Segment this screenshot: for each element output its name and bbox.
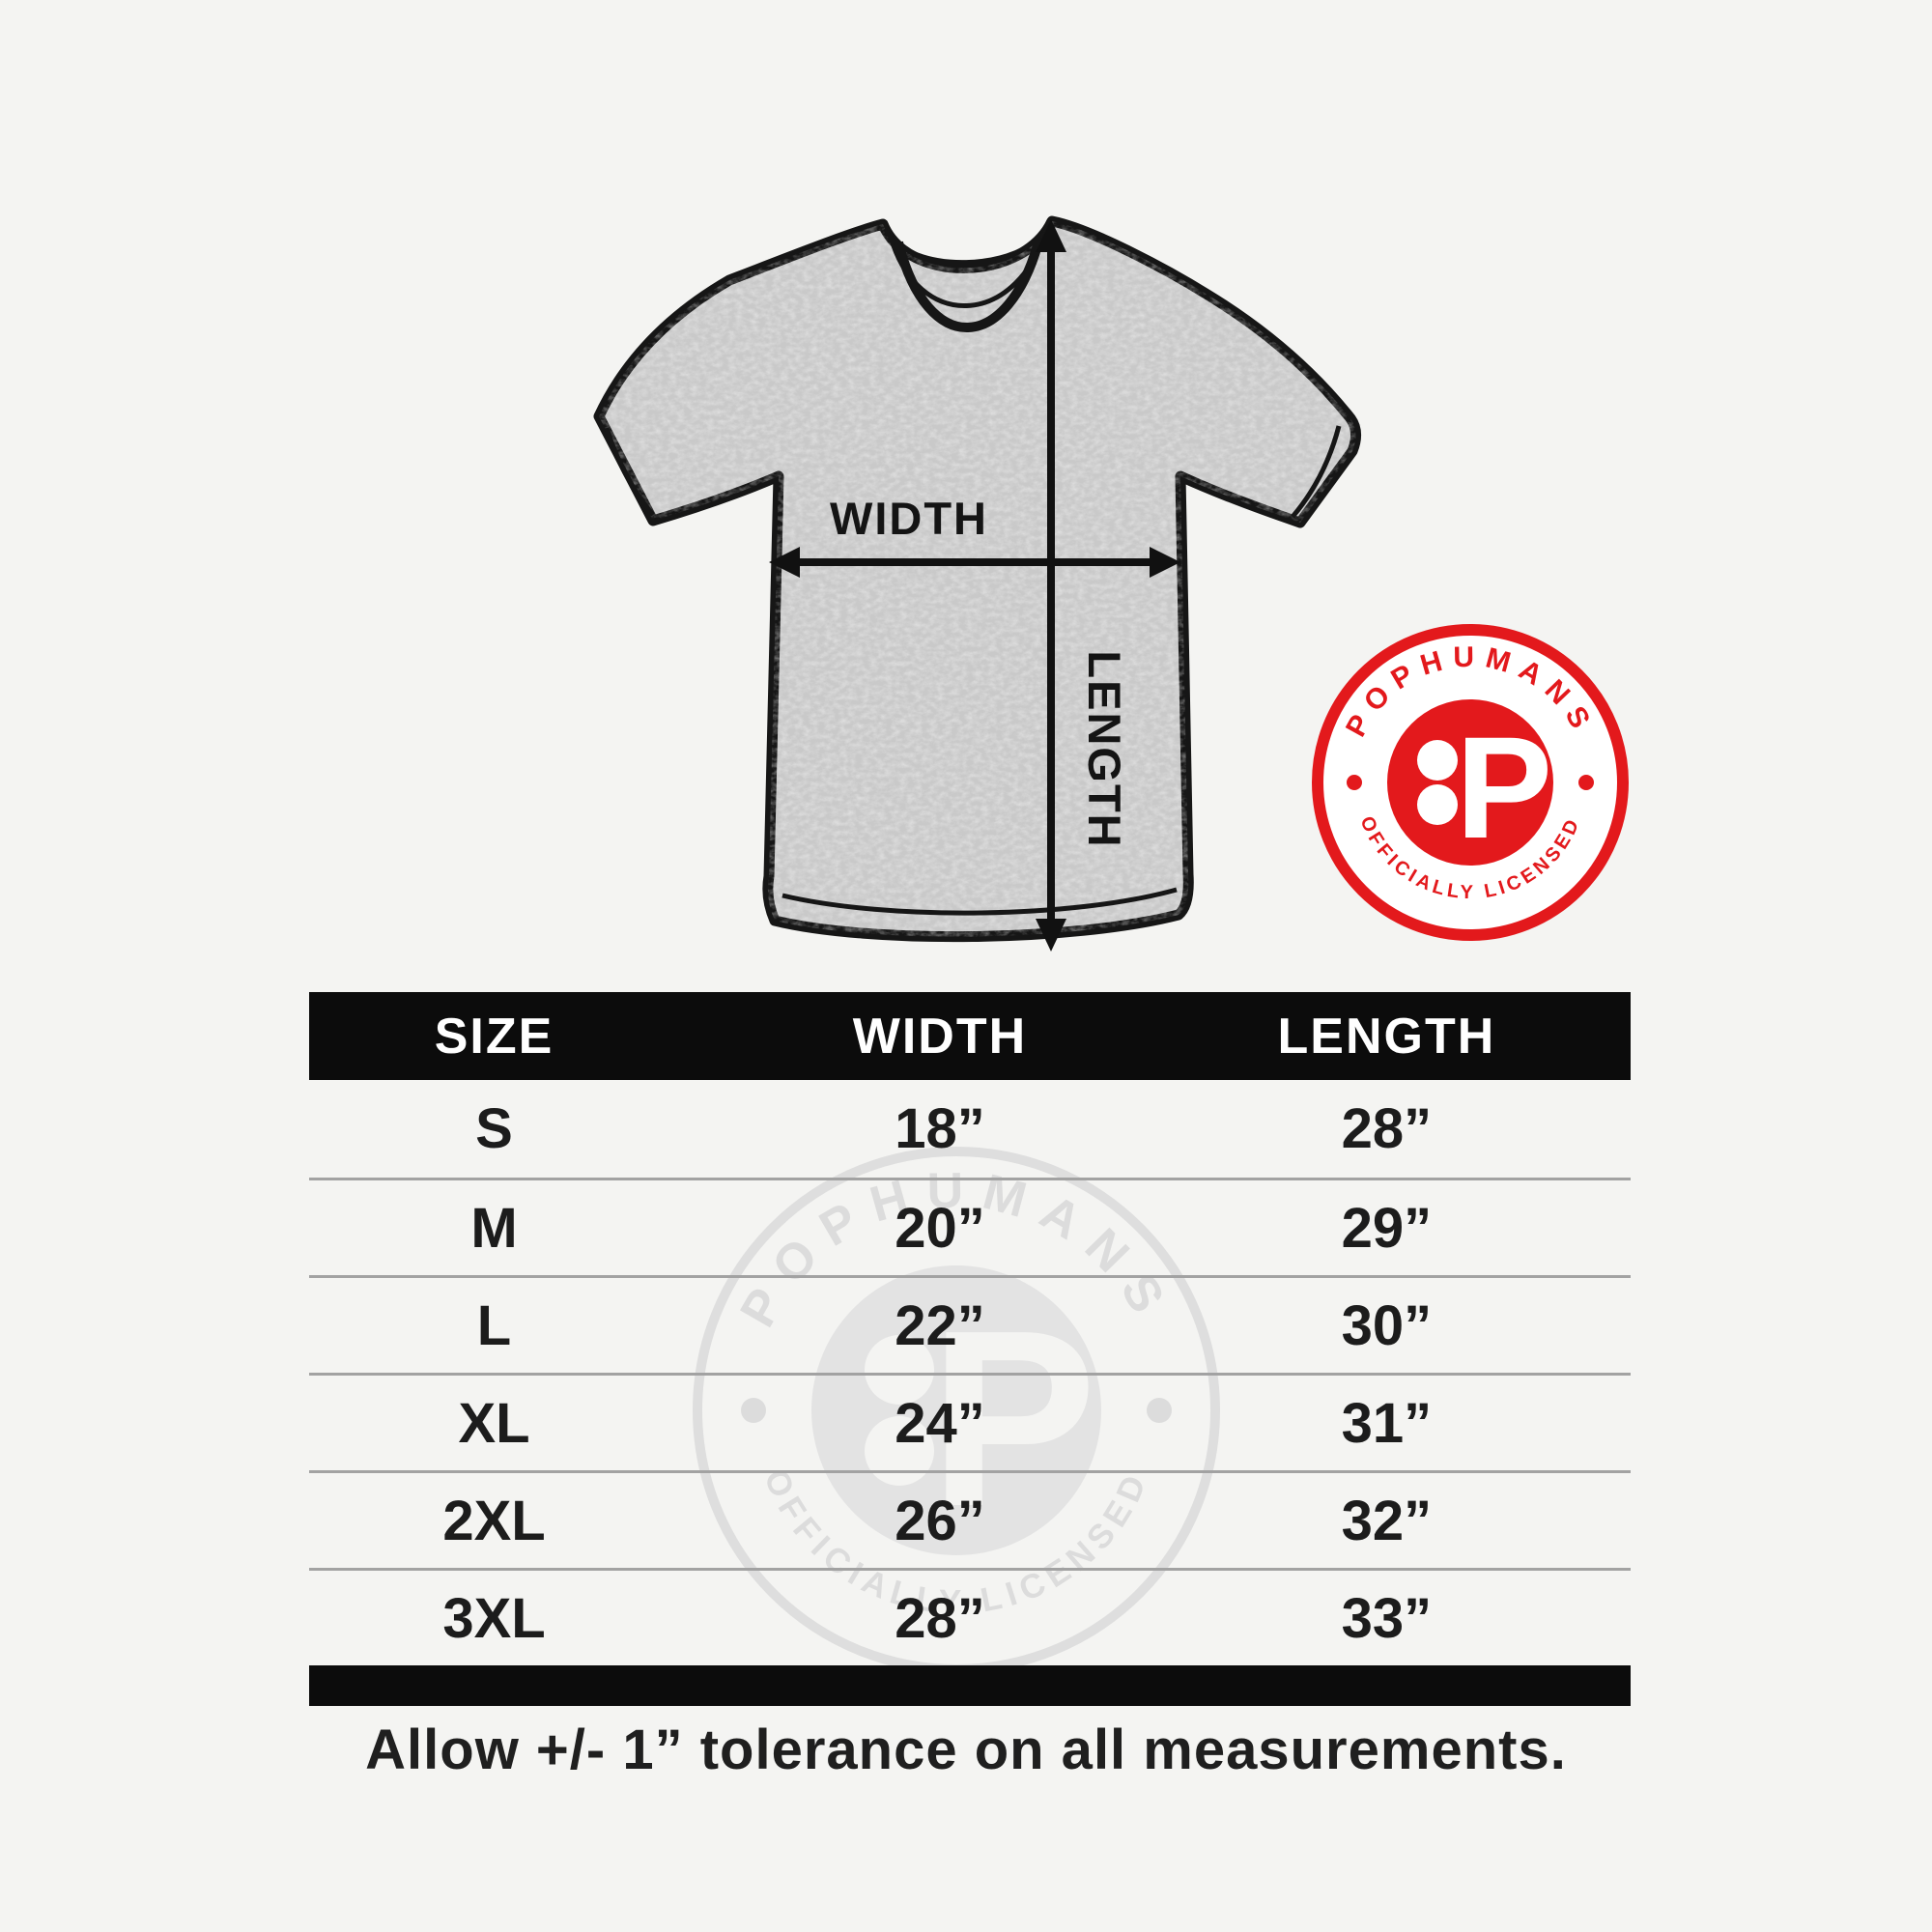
table-row-2xl: 2XL 26” 32” (309, 1470, 1631, 1568)
left-sleeve-seam (604, 427, 655, 517)
cell-width: 20” (895, 1196, 985, 1260)
badge-logo-icon: P (1387, 699, 1553, 868)
header-length: LENGTH (1277, 1008, 1496, 1065)
right-sleeve-seam (1291, 425, 1342, 519)
table-row-s: S 18” 28” (309, 1080, 1631, 1178)
cell-length: 28” (1341, 1097, 1433, 1160)
cell-size: S (475, 1097, 513, 1160)
size-table-header: SIZE WIDTH LENGTH (309, 992, 1631, 1080)
tshirt-diagram: WIDTH LENGTH (593, 215, 1361, 952)
width-arrow (769, 547, 1180, 578)
length-arrow (1036, 219, 1066, 952)
badge-monogram: P (1456, 706, 1552, 868)
cell-size: XL (458, 1391, 530, 1455)
tshirt-outline (593, 215, 1361, 943)
table-row-m: M 20” 29” (309, 1178, 1631, 1275)
cell-width: 24” (895, 1391, 985, 1455)
pophumans-badge: POPHUMANS OFFICIALLY LICENSED P (1312, 624, 1629, 941)
cell-size: 2XL (442, 1489, 546, 1552)
size-table: SIZE WIDTH LENGTH S 18” 28” M 20” 29” L … (309, 992, 1631, 1706)
heather-texture (599, 221, 1356, 937)
width-arrow-label: WIDTH (830, 493, 988, 544)
watermark-right-dot-icon (1147, 1398, 1172, 1423)
cell-length: 30” (1341, 1293, 1433, 1357)
length-arrow-label: LENGTH (1079, 650, 1130, 848)
cell-length: 33” (1341, 1586, 1433, 1650)
watermark-left-dot-icon (741, 1398, 766, 1423)
collar (883, 224, 1051, 332)
watermark-logo-icon: P (811, 1265, 1101, 1559)
badge-left-dot-icon (1347, 775, 1362, 790)
cell-width: 28” (895, 1586, 985, 1650)
table-row-l: L 22” 30” (309, 1275, 1631, 1373)
cell-width: 18” (895, 1097, 985, 1160)
header-size: SIZE (434, 1008, 554, 1065)
cell-size: 3XL (442, 1586, 546, 1650)
tolerance-note: Allow +/- 1” tolerance on all measuremen… (365, 1719, 1567, 1781)
cell-length: 31” (1341, 1391, 1433, 1455)
cell-length: 29” (1341, 1196, 1433, 1260)
cell-size: L (476, 1293, 512, 1357)
badge-right-dot-icon (1578, 775, 1594, 790)
watermark-monogram: P (929, 1279, 1096, 1559)
cell-length: 32” (1341, 1489, 1433, 1552)
table-row-xl: XL 24” 31” (309, 1373, 1631, 1470)
table-row-3xl: 3XL 28” 33” (309, 1568, 1631, 1665)
watermark-seal: POPHUMANS OFFICIALLY LICENSED P (693, 1147, 1220, 1674)
hem-seam (781, 887, 1178, 916)
cell-size: M (470, 1196, 518, 1260)
header-width: WIDTH (852, 1008, 1028, 1065)
cell-width: 26” (895, 1489, 985, 1552)
cell-width: 22” (895, 1293, 985, 1357)
table-bottom-bar (309, 1665, 1631, 1706)
